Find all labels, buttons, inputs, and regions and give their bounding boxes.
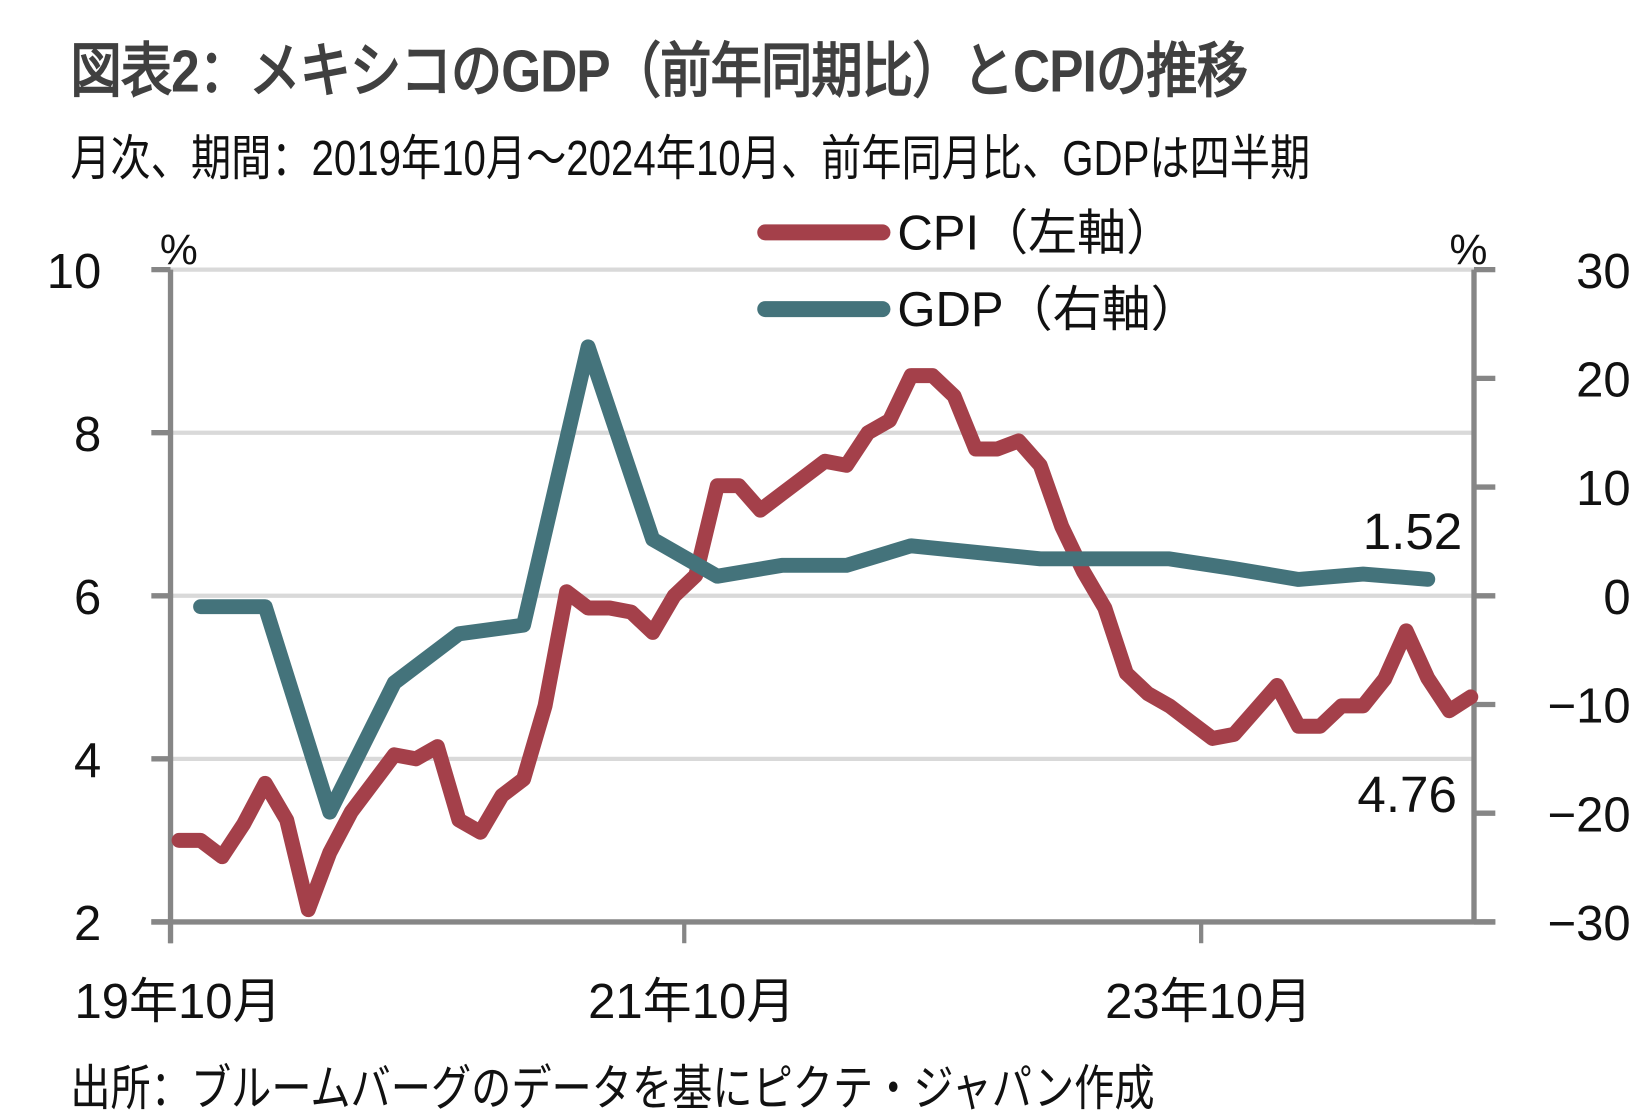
gdp-line — [193, 339, 1436, 820]
left-tick-label: 10 — [47, 245, 102, 299]
x-tick-label: 21年10月 — [588, 975, 795, 1029]
x-axis-ticks: 19年10月 21年10月 23年10月 — [74, 921, 1312, 1029]
right-tick-label: 10 — [1576, 462, 1631, 516]
right-tick-label: 30 — [1576, 245, 1631, 299]
right-tick-label: 0 — [1603, 571, 1630, 625]
legend: CPI（左軸） GDP（右軸） — [757, 206, 1200, 337]
x-tick-label: 23年10月 — [1105, 975, 1312, 1029]
series-lines — [171, 339, 1479, 918]
right-axis-ticks: 30 20 10 0 −10 −20 −30 — [1474, 245, 1631, 951]
right-tick-label: −10 — [1548, 680, 1631, 734]
source-note: 出所：ブルームバーグのデータを基にピクテ・ジャパン作成 — [70, 1060, 1155, 1116]
legend-label-gdp: GDP（右軸） — [897, 283, 1199, 337]
axes — [151, 269, 1496, 944]
left-tick-label: 4 — [74, 734, 101, 788]
right-axis-unit: % — [1449, 226, 1487, 274]
left-axis-ticks: 10 8 6 4 2 — [47, 245, 171, 951]
chart-subtitle: 月次、期間：2019年10月～2024年10月、前年同月比、GDPは四半期 — [70, 130, 1311, 186]
left-tick-label: 8 — [74, 408, 101, 462]
legend-label-cpi: CPI（左軸） — [897, 206, 1175, 260]
left-tick-label: 2 — [74, 897, 101, 951]
annotation-gdp-latest: 1.52 — [1363, 503, 1463, 560]
right-tick-label: −30 — [1548, 897, 1631, 951]
right-tick-label: 20 — [1576, 353, 1631, 407]
x-tick-label: 19年10月 — [74, 975, 281, 1029]
chart-title: 図表2：メキシコのGDP（前年同期比）とCPIの推移 — [70, 37, 1248, 105]
right-tick-label: −20 — [1548, 788, 1631, 842]
cpi-line — [171, 368, 1479, 918]
left-axis-unit: % — [160, 226, 198, 274]
left-tick-label: 6 — [74, 571, 101, 625]
annotation-cpi-latest: 4.76 — [1357, 766, 1457, 823]
